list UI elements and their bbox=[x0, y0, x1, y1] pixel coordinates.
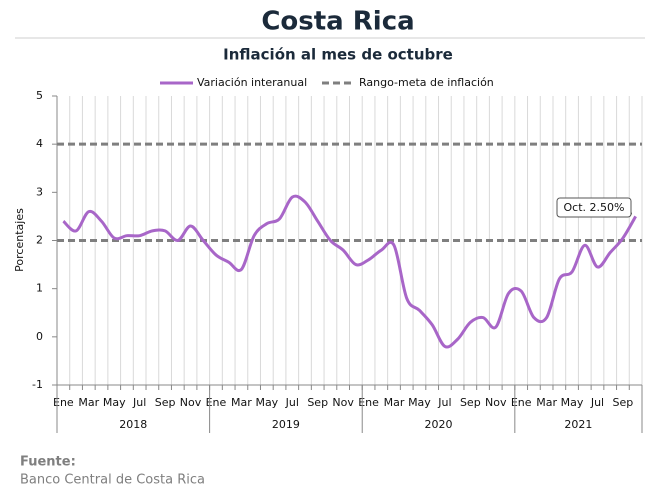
x-tick-label: May bbox=[561, 396, 584, 409]
x-tick-label: Sep bbox=[307, 396, 328, 409]
legend-label: Rango-meta de inflación bbox=[359, 76, 494, 89]
year-label: 2019 bbox=[272, 418, 300, 431]
x-tick-label: Jul bbox=[132, 396, 146, 409]
annotation-text: Oct. 2.50% bbox=[564, 201, 625, 214]
source-text: Banco Central de Costa Rica bbox=[20, 473, 205, 488]
x-tick-label: Ene bbox=[511, 396, 532, 409]
x-tick-label: May bbox=[408, 396, 431, 409]
x-tick-label: May bbox=[103, 396, 126, 409]
y-tick-label: 1 bbox=[36, 282, 43, 295]
y-tick-label: 2 bbox=[36, 234, 43, 247]
x-tick-label: Mar bbox=[536, 396, 557, 409]
y-tick-label: 3 bbox=[36, 185, 43, 198]
x-tick-label: Sep bbox=[613, 396, 634, 409]
x-tick-label: Sep bbox=[155, 396, 176, 409]
chart-subtitle: Inflación al mes de octubre bbox=[223, 46, 453, 64]
x-tick-label: Nov bbox=[180, 396, 202, 409]
chart-title: Costa Rica bbox=[261, 7, 414, 37]
year-label: 2020 bbox=[425, 418, 453, 431]
year-label: 2018 bbox=[119, 418, 147, 431]
x-tick-label: Sep bbox=[460, 396, 481, 409]
source-label: Fuente: bbox=[20, 455, 76, 470]
y-tick-label: 0 bbox=[36, 330, 43, 343]
y-tick-label: 4 bbox=[36, 137, 43, 150]
series-line bbox=[62, 194, 637, 349]
annotation-box bbox=[556, 197, 632, 218]
x-tick-label: Nov bbox=[332, 396, 354, 409]
y-tick-label: 5 bbox=[36, 89, 43, 102]
x-tick-label: Mar bbox=[78, 396, 99, 409]
x-tick-label: Jul bbox=[437, 396, 451, 409]
x-tick-label: Ene bbox=[206, 396, 227, 409]
y-axis-label: Porcentajes bbox=[13, 208, 26, 272]
x-tick-label: Mar bbox=[384, 396, 405, 409]
x-tick-label: Jul bbox=[285, 396, 299, 409]
legend-label: Variación interanual bbox=[197, 76, 307, 89]
y-tick-label: -1 bbox=[32, 378, 43, 391]
x-tick-label: Mar bbox=[231, 396, 252, 409]
x-tick-label: May bbox=[255, 396, 278, 409]
x-tick-label: Jul bbox=[590, 396, 604, 409]
x-tick-label: Nov bbox=[485, 396, 507, 409]
year-label: 2021 bbox=[564, 418, 592, 431]
x-tick-label: Ene bbox=[358, 396, 379, 409]
x-tick-label: Ene bbox=[53, 396, 74, 409]
